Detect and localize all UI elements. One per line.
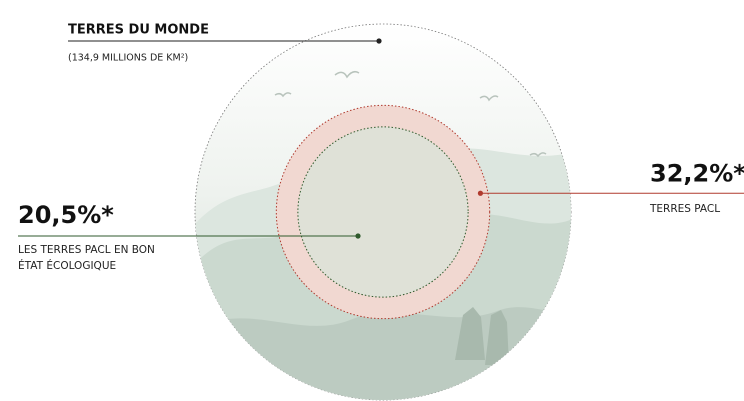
title-dot	[376, 38, 381, 43]
chart-title: TERRES DU MONDE	[68, 23, 209, 38]
page: {"chart_data": {"type": "proportional-ar…	[0, 0, 744, 401]
leader-dot	[355, 233, 360, 238]
leader-dot	[478, 191, 483, 196]
value-label: 32,2%*	[650, 159, 744, 187]
chart: 32,2%* 20,5%* TERRES DU MONDE (134,9 MILL…	[0, 0, 744, 401]
area-circle	[298, 127, 468, 297]
category-label: LES TERRES PACL EN BON ÉTAT ÉCOLOGIQUE	[18, 242, 178, 274]
chart-subtitle: (134,9 MILLIONS DE KM²)	[68, 53, 188, 64]
category-label: TERRES PACL	[650, 201, 720, 217]
value-label: 20,5%*	[18, 201, 114, 229]
